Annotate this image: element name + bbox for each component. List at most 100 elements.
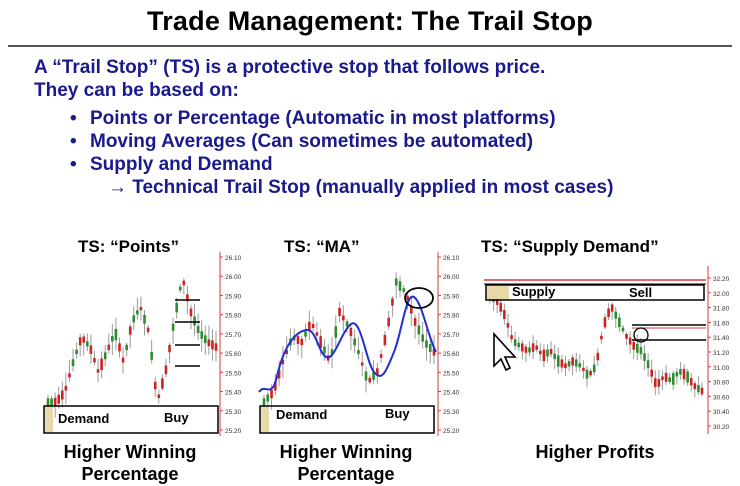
candle-body <box>171 323 175 331</box>
candle-body <box>625 334 628 339</box>
mouse-pointer-icon <box>493 331 517 372</box>
candle-body <box>193 316 196 326</box>
candle-body <box>53 397 57 407</box>
candle-body <box>60 390 64 400</box>
slide-title: Trade Management: The Trail Stop <box>147 6 593 36</box>
candle-body <box>531 343 535 352</box>
candle-body <box>372 372 375 380</box>
candle-body <box>410 306 413 314</box>
axis-tick-label: 26.00 <box>443 274 460 281</box>
candle-body <box>686 371 689 383</box>
candle-body <box>585 369 589 379</box>
candle-body <box>506 323 510 328</box>
candle-body <box>100 358 103 371</box>
candle-body <box>394 278 398 286</box>
candle-body <box>161 378 164 389</box>
candle-body <box>402 288 406 292</box>
axis-tick-label: 31.00 <box>713 365 730 372</box>
candle-body <box>571 357 574 366</box>
axis-tick-label: 25.30 <box>443 409 460 416</box>
candle-body <box>342 315 345 321</box>
axis-tick-label: 25.50 <box>225 370 242 377</box>
candle-body <box>89 345 93 354</box>
candle-body <box>574 359 578 367</box>
candle-body <box>417 325 421 335</box>
candle-body <box>643 353 646 361</box>
candle-body <box>661 376 664 380</box>
candle-body <box>510 335 513 340</box>
candle-body <box>528 347 531 353</box>
candle-body <box>379 354 383 358</box>
candle-body <box>524 346 528 353</box>
candle-body <box>345 321 349 327</box>
candle-body <box>132 315 136 323</box>
candle-body <box>682 368 686 380</box>
candle-body <box>139 306 143 311</box>
candle-body <box>376 368 379 376</box>
candle-body <box>266 394 270 402</box>
axis-tick-label: 32.20 <box>713 276 730 283</box>
candle-body <box>64 385 68 391</box>
axis-tick-label: 25.60 <box>225 351 242 358</box>
axis-tick-label: 25.20 <box>225 428 242 435</box>
candle-body <box>357 349 360 355</box>
candle-body <box>186 294 189 302</box>
candle-body <box>168 344 171 353</box>
candle-body <box>499 302 503 312</box>
candle-body <box>425 340 428 348</box>
candle-body <box>600 335 603 340</box>
candle-body <box>211 340 214 350</box>
candle-body <box>50 398 53 406</box>
candle-body <box>539 350 542 355</box>
candle-body <box>614 311 618 319</box>
axis-tick-label: 31.40 <box>713 335 730 342</box>
candle-body <box>700 387 704 395</box>
candle-body <box>564 363 567 369</box>
candle-body <box>542 349 546 362</box>
candle-body <box>75 349 78 355</box>
supply-demand-trail-stop-chart: Supply Sell 32.20 32.00 31.80 31.60 31.40 31.… <box>484 266 730 434</box>
axis-tick-label: 26.00 <box>225 274 242 281</box>
axis-tick-label: 25.90 <box>225 293 242 300</box>
caption-line: Percentage <box>81 464 179 484</box>
caption-line: Higher Winning <box>63 442 197 462</box>
candle-body <box>304 331 307 337</box>
demand-zone <box>43 405 219 434</box>
highlight-circle <box>404 287 434 309</box>
candle-body <box>503 309 506 319</box>
candle-body <box>157 394 161 399</box>
supply-zone-fill <box>487 286 509 299</box>
axis-tick-label: 25.40 <box>225 390 242 397</box>
candle-body <box>607 308 610 318</box>
axis-tick-label: 26.10 <box>443 255 460 262</box>
candle-body <box>68 373 71 378</box>
demand-zone <box>259 405 435 434</box>
caption-line: Percentage <box>297 464 395 484</box>
candle-body <box>368 377 372 383</box>
candle-body <box>621 327 625 332</box>
demand-zone-fill <box>261 407 269 432</box>
candle-body <box>330 349 334 355</box>
candle-body <box>285 349 288 355</box>
caption-points: Higher Winning Percentage <box>40 441 220 485</box>
candle-body <box>618 317 621 327</box>
candle-body <box>189 308 193 317</box>
candle-body <box>657 379 661 387</box>
candle-body <box>689 378 693 386</box>
candle-body <box>592 364 596 373</box>
candle-body <box>567 361 571 367</box>
candle-body <box>46 398 50 406</box>
panel-title-points: TS: “Points” <box>78 237 180 256</box>
bullet-text: Points or Percentage (Automatic in most … <box>90 108 556 129</box>
candle-body <box>421 334 424 342</box>
candle-body <box>150 351 153 360</box>
candle-body <box>338 308 341 316</box>
candle-body <box>589 370 592 376</box>
candle-body <box>323 346 326 354</box>
candle-body <box>603 317 607 328</box>
candle-body <box>387 317 390 327</box>
candle-body <box>277 369 281 379</box>
candle-body <box>398 281 402 291</box>
candle-body <box>281 359 285 365</box>
candle-body <box>697 385 700 393</box>
